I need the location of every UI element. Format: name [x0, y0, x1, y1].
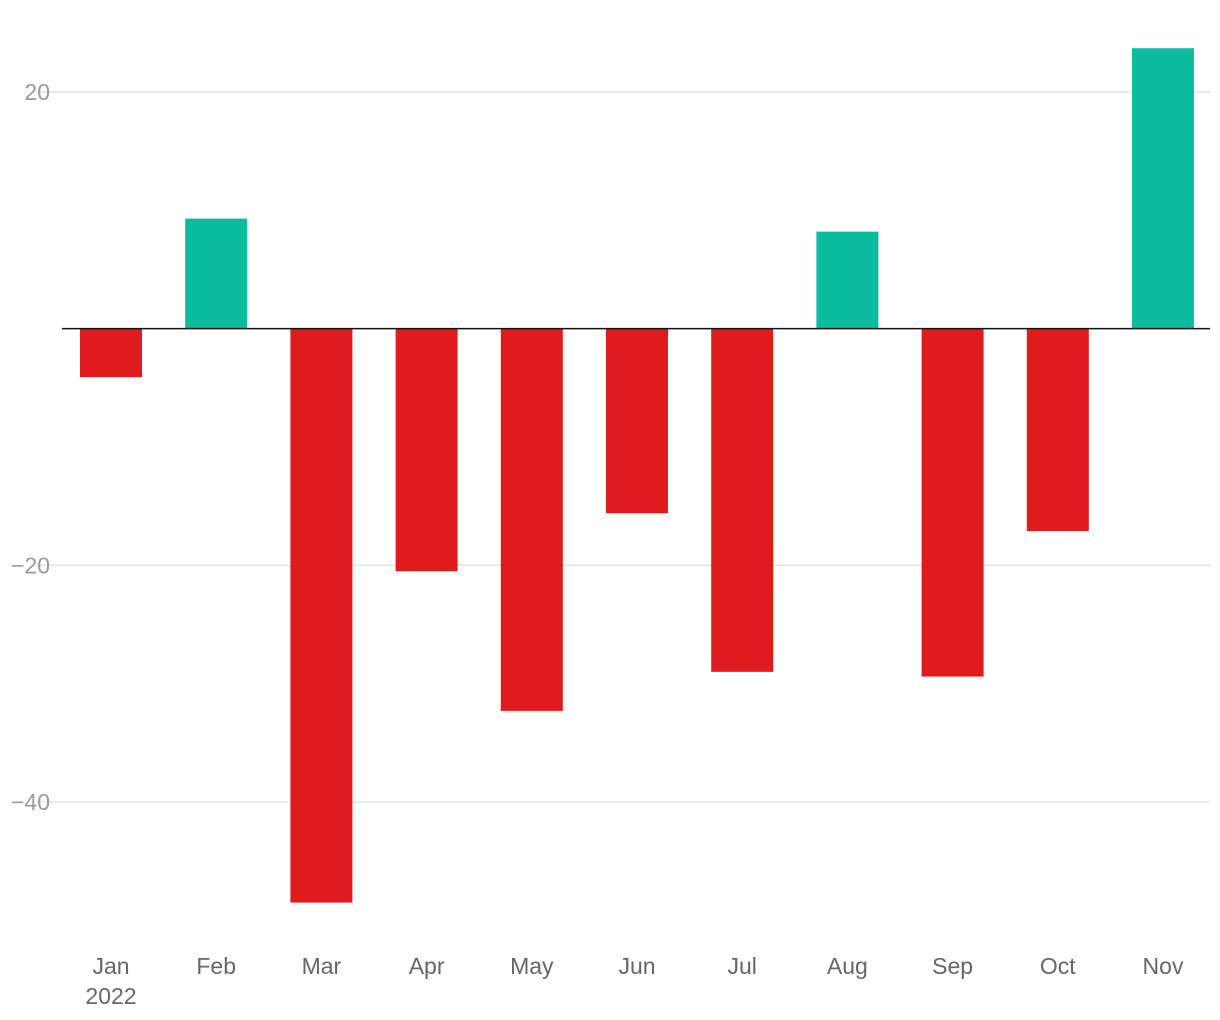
axis-layer: 20 −20 −40 Jan Feb Mar Apr May Jun Jul Aug Sep Oct No… — [11, 79, 1210, 1009]
x-tick-label: Apr — [409, 953, 445, 979]
x-tick-label: Oct — [1040, 953, 1076, 979]
y-tick-label: 20 — [24, 79, 50, 105]
bar-apr — [395, 328, 458, 572]
bar-sep — [921, 328, 984, 677]
bar-feb — [185, 218, 248, 329]
bar-nov — [1132, 48, 1194, 329]
x-tick-label: Feb — [196, 953, 236, 979]
x-tick-label: May — [510, 953, 554, 979]
x-tick-label: Sep — [932, 953, 973, 979]
x-year-label: 2022 — [85, 983, 136, 1009]
y-tick-label: −40 — [11, 789, 50, 815]
x-tick-label: Aug — [827, 953, 868, 979]
x-tick-label: Jul — [727, 953, 756, 979]
bar-aug — [816, 231, 879, 329]
bar-may — [500, 328, 563, 711]
bar-jan — [80, 328, 142, 378]
bars-layer — [80, 48, 1194, 903]
x-tick-label: Nov — [1143, 953, 1184, 979]
bar-jul — [711, 328, 774, 672]
bar-mar — [290, 328, 353, 903]
x-tick-label: Jan — [92, 953, 129, 979]
bar-oct — [1026, 328, 1089, 532]
bar-jun — [606, 328, 668, 514]
grid-layer — [36, 91, 1210, 803]
y-tick-label: −20 — [11, 552, 50, 578]
x-tick-label: Jun — [618, 953, 655, 979]
x-tick-label: Mar — [302, 953, 342, 979]
